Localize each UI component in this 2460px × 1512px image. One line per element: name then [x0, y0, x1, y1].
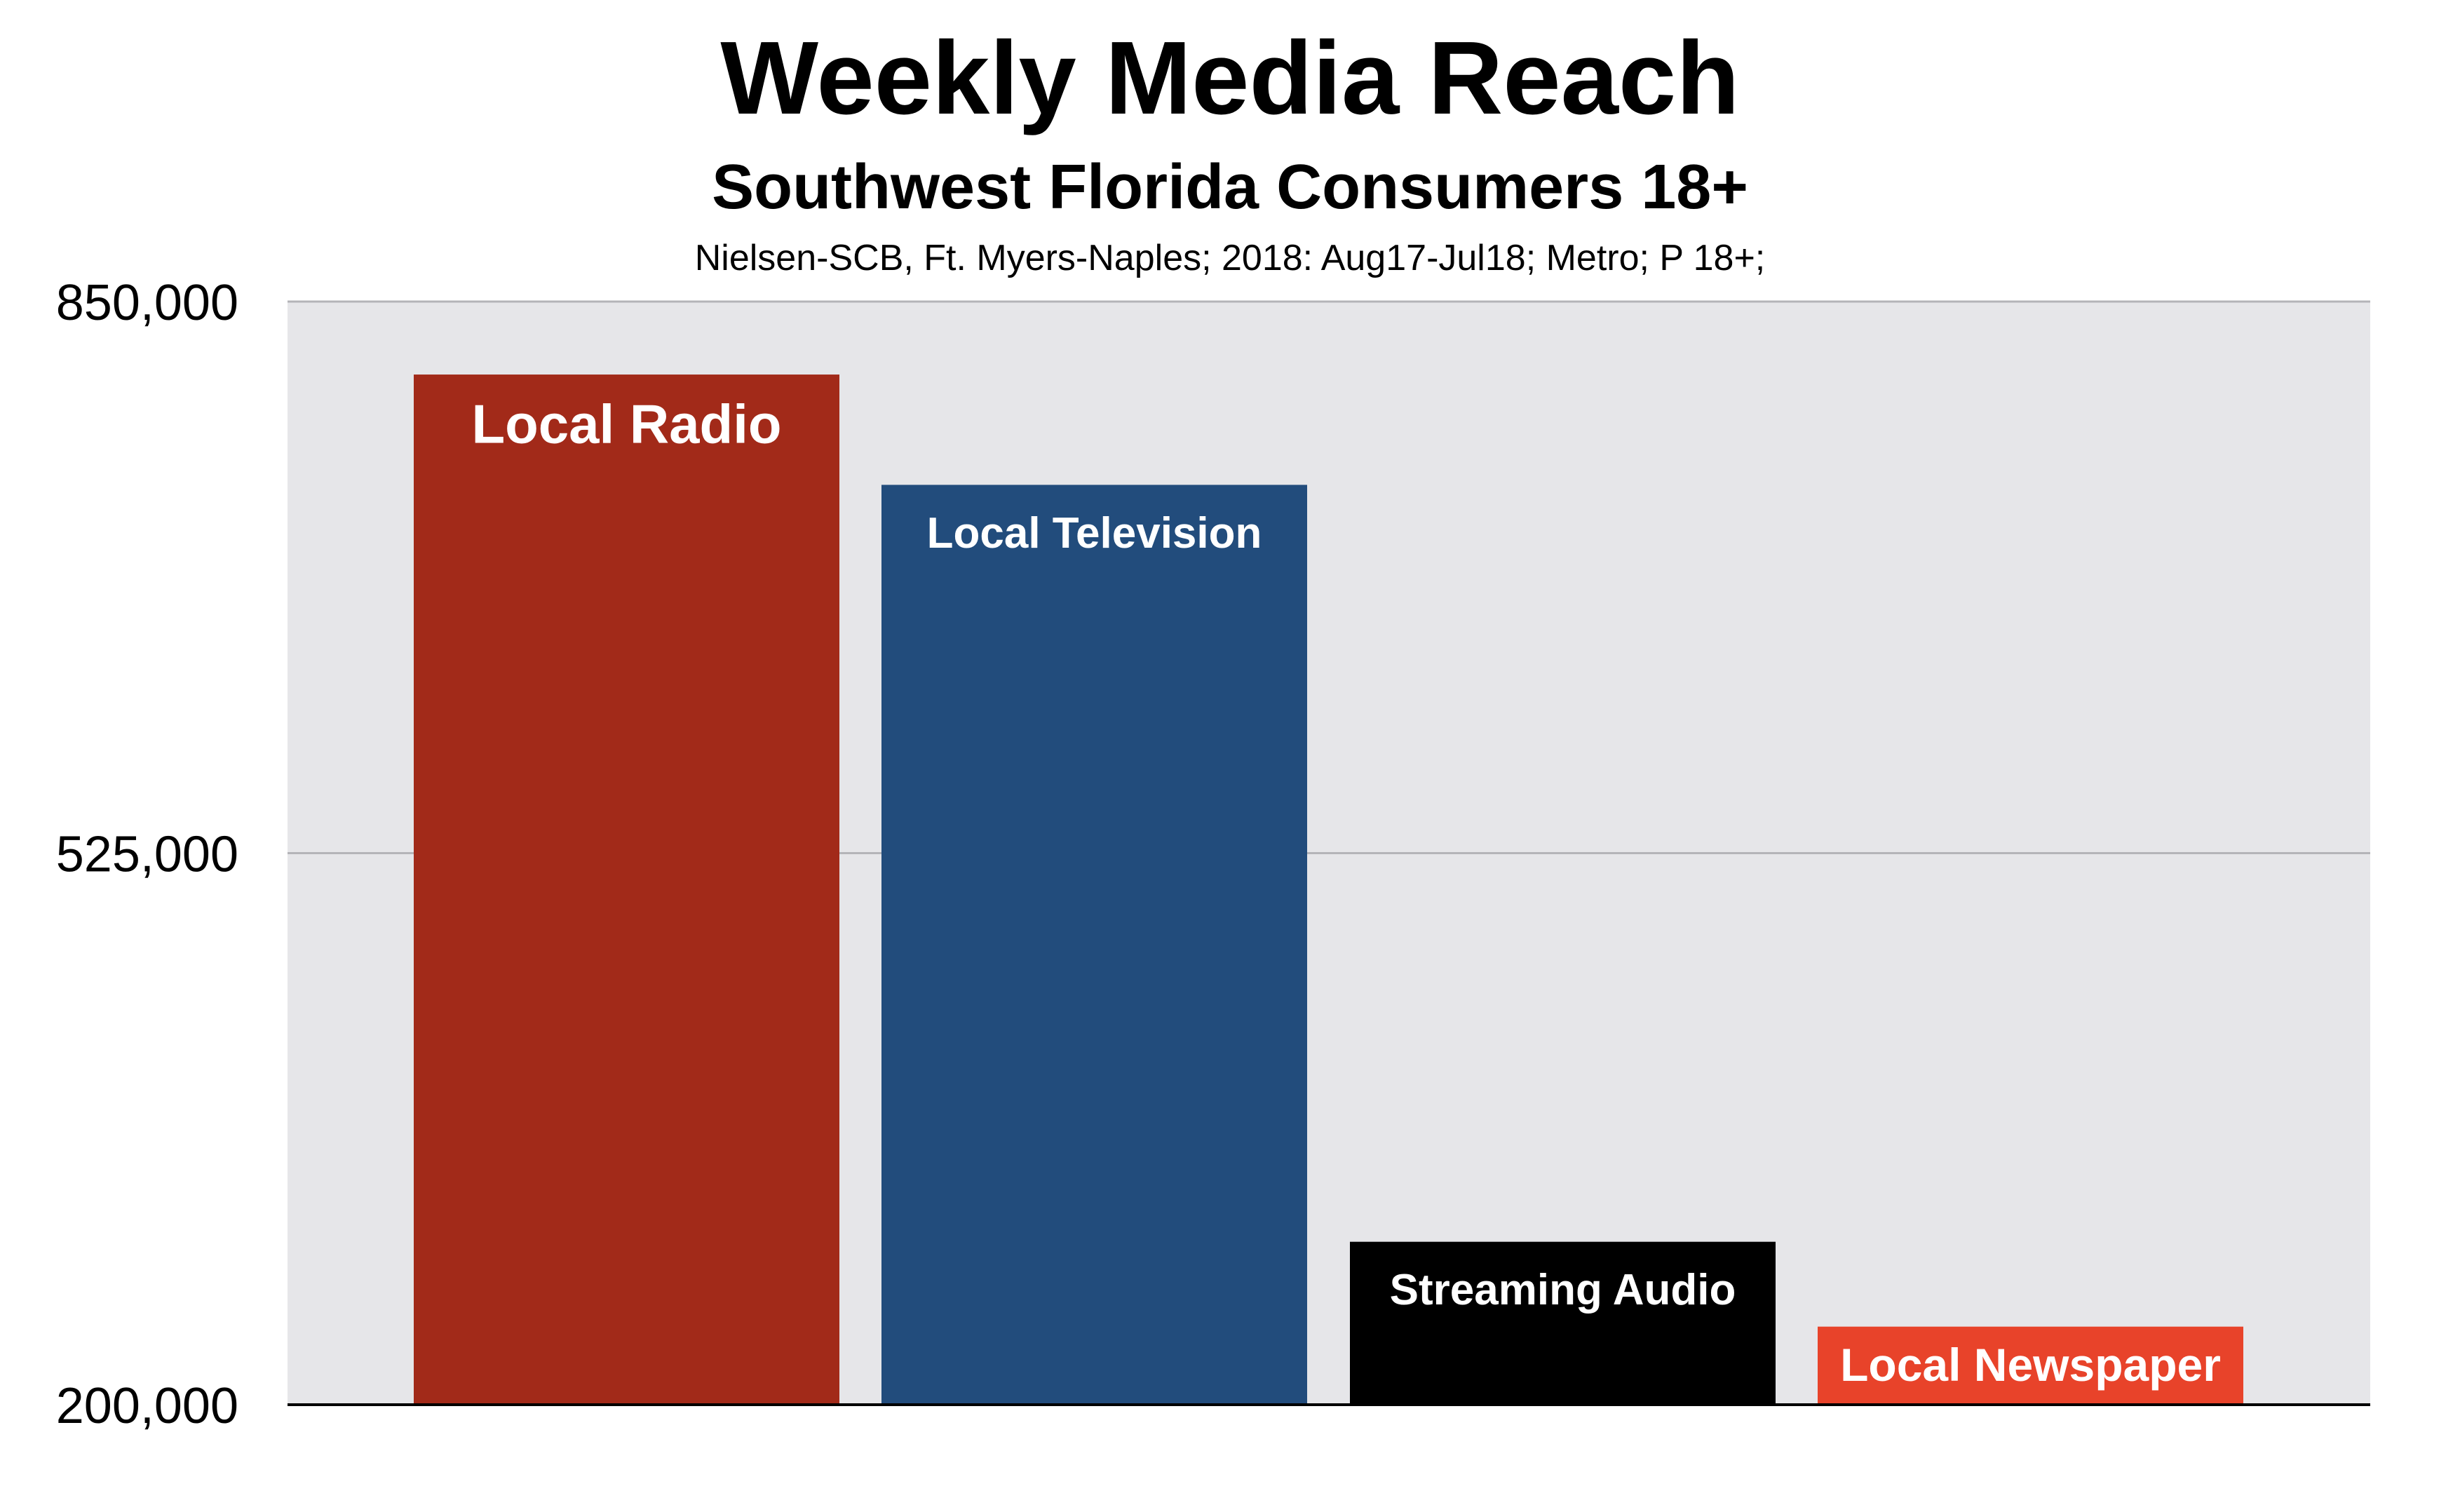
- y-tick-label: 200,000: [56, 1378, 238, 1434]
- bar-label: Local Newspaper: [1840, 1339, 2221, 1391]
- bar-label: Local Radio: [471, 393, 781, 455]
- bar-label: Streaming Audio: [1390, 1266, 1736, 1314]
- bar-streaming-audio: [1350, 1241, 1776, 1405]
- chart-source-note: Nielsen-SCB, Ft. Myers-Naples; 2018: Aug…: [694, 238, 1766, 278]
- y-tick-label: 850,000: [56, 275, 238, 331]
- bar-local-television: [881, 485, 1307, 1405]
- bar-label: Local Television: [927, 509, 1262, 558]
- bar-local-radio: [414, 374, 839, 1405]
- y-tick-label: 525,000: [56, 827, 238, 883]
- chart-subtitle: Southwest Florida Consumers 18+: [712, 152, 1748, 222]
- bar-local-newspaper: [1818, 1326, 2243, 1405]
- chart-title: Weekly Media Reach: [720, 20, 1740, 136]
